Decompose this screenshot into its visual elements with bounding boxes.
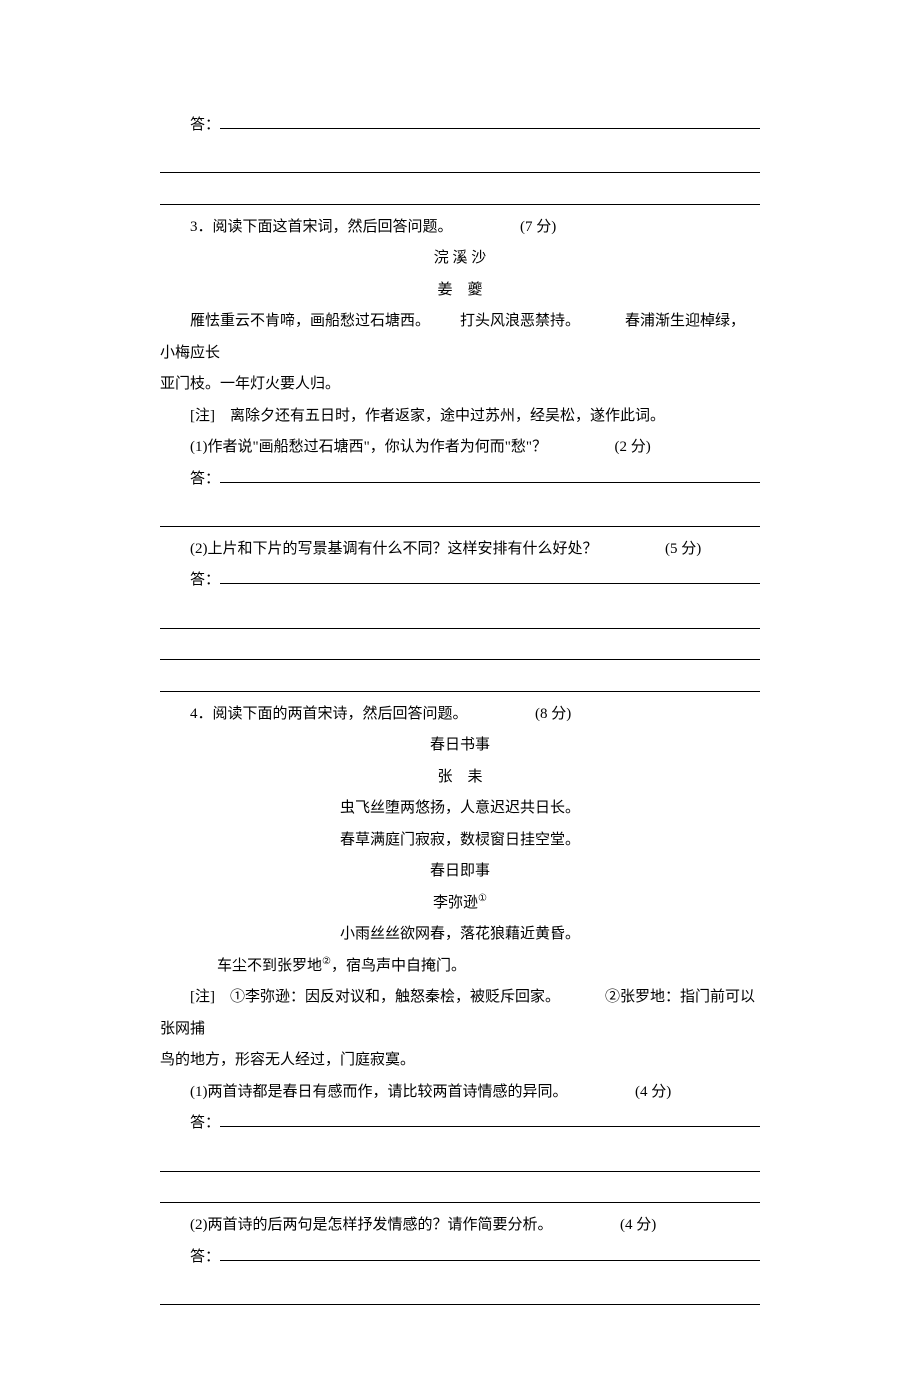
q3-title: 浣 溪 沙 <box>160 243 760 275</box>
answer-blank-row <box>160 148 760 173</box>
answer-label: 答： <box>190 471 220 487</box>
answer-blank-row <box>160 1280 760 1305</box>
q4-poem2-title: 春日即事 <box>160 856 760 888</box>
q4-poem1-author: 张 耒 <box>160 762 760 794</box>
q4-note-line2: 鸟的地方，形容无人经过，门庭寂寞。 <box>160 1045 760 1077</box>
q3-prompt-line: 3．阅读下面这首宋词，然后回答问题。 (7 分) <box>160 212 760 244</box>
q4-prompt: 4．阅读下面的两首宋诗，然后回答问题。 <box>190 706 468 722</box>
note-text: 离除夕还有五日时，作者返家，途中过苏州，经吴松，遂作此词。 <box>215 408 665 424</box>
answer-blank-row <box>160 667 760 692</box>
q4-points: (8 分) <box>505 699 571 731</box>
q4-poem1-l2: 春草满庭门寂寂，数棂窗日挂空堂。 <box>160 825 760 857</box>
q4-poem2-author: 李弥逊① <box>160 888 760 920</box>
poem-text: 雁怯重云不肯啼，画船愁过石塘西。 <box>190 313 430 329</box>
q3-sub1-answer: 答： <box>160 464 760 496</box>
answer-label: 答： <box>190 117 220 133</box>
sub-question-text: (1)两首诗都是春日有感而作，请比较两首诗情感的异同。 <box>190 1084 568 1100</box>
q3-body-line1: 雁怯重云不肯啼，画船愁过石塘西。打头风浪恶禁持。春浦渐生迎棹绿，小梅应长 <box>160 306 760 369</box>
poem-text: 打头风浪恶禁持。 <box>460 313 580 329</box>
q4-poem2-l2: 车尘不到张罗地②，宿鸟声中自掩门。 <box>160 951 760 983</box>
q4-sub2-answer: 答： <box>160 1242 760 1274</box>
q3-sub2: (2)上片和下片的写景基调有什么不同？这样安排有什么好处？ (5 分) <box>160 534 760 566</box>
note-label: [注] <box>190 989 215 1005</box>
poem-author: 李弥逊 <box>433 895 478 911</box>
sub-question-text: (2)上片和下片的写景基调有什么不同？这样安排有什么好处？ <box>190 541 598 557</box>
q4-note-line1: [注] ①李弥逊：因反对议和，触怒秦桧，被贬斥回家。②张罗地：指门前可以张网捕 <box>160 982 760 1045</box>
sub-question-text: (2)两首诗的后两句是怎样抒发情感的？请作简要分析。 <box>190 1217 553 1233</box>
answer-blank-row <box>160 180 760 205</box>
q3-prompt: 3．阅读下面这首宋词，然后回答问题。 <box>190 219 453 235</box>
poem-text: 车尘不到张罗地 <box>217 958 322 974</box>
poem-author: 张 耒 <box>437 769 482 785</box>
answer-blank <box>220 467 760 483</box>
note-label: [注] <box>190 408 215 424</box>
q3-body-line2: 亚门枝。一年灯火要人归。 <box>160 369 760 401</box>
answer-label: 答： <box>190 1249 220 1265</box>
answer-blank-row <box>160 1178 760 1203</box>
answer-blank-row <box>160 1147 760 1172</box>
q3-note: [注] 离除夕还有五日时，作者返家，途中过苏州，经吴松，遂作此词。 <box>160 401 760 433</box>
sub-question-points: (4 分) <box>605 1077 671 1109</box>
page-container: 答： 3．阅读下面这首宋词，然后回答问题。 (7 分) 浣 溪 沙 姜 夔 雁怯重… <box>0 0 920 1392</box>
note-text: ①李弥逊：因反对议和，触怒秦桧，被贬斥回家。 <box>215 989 560 1005</box>
prev-answer-prefix: 答： <box>160 110 760 142</box>
answer-blank-row <box>160 502 760 527</box>
q4-poem1-l1: 虫飞丝堕两悠扬，人意迟迟共日长。 <box>160 793 760 825</box>
poem-text: ，宿鸟声中自掩门。 <box>331 958 466 974</box>
q3-author: 姜 夔 <box>160 275 760 307</box>
q4-sub1-answer: 答： <box>160 1108 760 1140</box>
q3-sub1: (1)作者说"画船愁过石塘西"，你认为作者为何而"愁"？ (2 分) <box>160 432 760 464</box>
q4-sub2: (2)两首诗的后两句是怎样抒发情感的？请作简要分析。 (4 分) <box>160 1210 760 1242</box>
sub-question-points: (5 分) <box>635 534 701 566</box>
poem-author: 姜 夔 <box>437 282 482 298</box>
q3-points: (7 分) <box>490 212 556 244</box>
answer-label: 答： <box>190 1115 220 1131</box>
sub-question-text: (1)作者说"画船愁过石塘西"，你认为作者为何而"愁"？ <box>190 439 547 455</box>
q4-poem2-l1: 小雨丝丝欲网春，落花狼藉近黄昏。 <box>160 919 760 951</box>
answer-blank <box>220 113 760 129</box>
q4-poem1-title: 春日书事 <box>160 730 760 762</box>
answer-label: 答： <box>190 572 220 588</box>
footnote-marker: ① <box>478 893 487 904</box>
answer-blank-row <box>160 635 760 660</box>
sub-question-points: (2 分) <box>585 432 651 464</box>
q3-sub2-answer: 答： <box>160 565 760 597</box>
answer-blank <box>220 1245 760 1261</box>
sub-question-points: (4 分) <box>590 1210 656 1242</box>
answer-blank-row <box>160 604 760 629</box>
q4-prompt-line: 4．阅读下面的两首宋诗，然后回答问题。 (8 分) <box>160 699 760 731</box>
poem-title: 浣 溪 沙 <box>434 250 487 266</box>
answer-blank <box>220 568 760 584</box>
answer-blank <box>220 1111 760 1127</box>
q4-sub1: (1)两首诗都是春日有感而作，请比较两首诗情感的异同。 (4 分) <box>160 1077 760 1109</box>
footnote-marker: ② <box>322 956 331 967</box>
